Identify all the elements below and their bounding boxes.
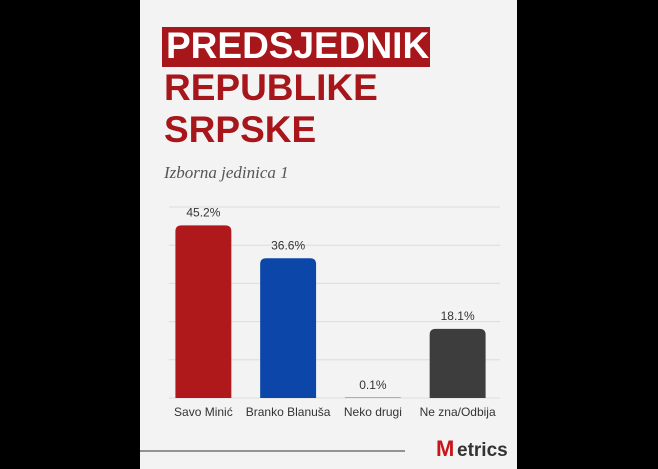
- bar: [429, 328, 486, 398]
- x-tick-label: Branko Blanuša: [246, 405, 331, 419]
- x-tick-label: Savo Minić: [174, 405, 233, 419]
- value-label: 18.1%: [441, 309, 475, 323]
- value-label: 0.1%: [359, 378, 387, 392]
- title-highlight: [162, 27, 430, 67]
- title-line: REPUBLIKE: [164, 67, 378, 108]
- brand-rest: etrics: [457, 440, 508, 461]
- subtitle: Izborna jedinica 1: [163, 163, 289, 182]
- value-label: 45.2%: [186, 206, 220, 220]
- title-line: PREDSJEDNIK: [166, 25, 429, 66]
- bar: [175, 225, 232, 398]
- value-label: 36.6%: [271, 238, 305, 252]
- bar: [260, 258, 317, 398]
- title-line: SRPSKE: [164, 109, 316, 150]
- brand-initial: M: [436, 436, 454, 461]
- x-tick-label: Ne zna/Odbija: [420, 405, 496, 419]
- x-tick-label: Neko drugi: [344, 405, 402, 419]
